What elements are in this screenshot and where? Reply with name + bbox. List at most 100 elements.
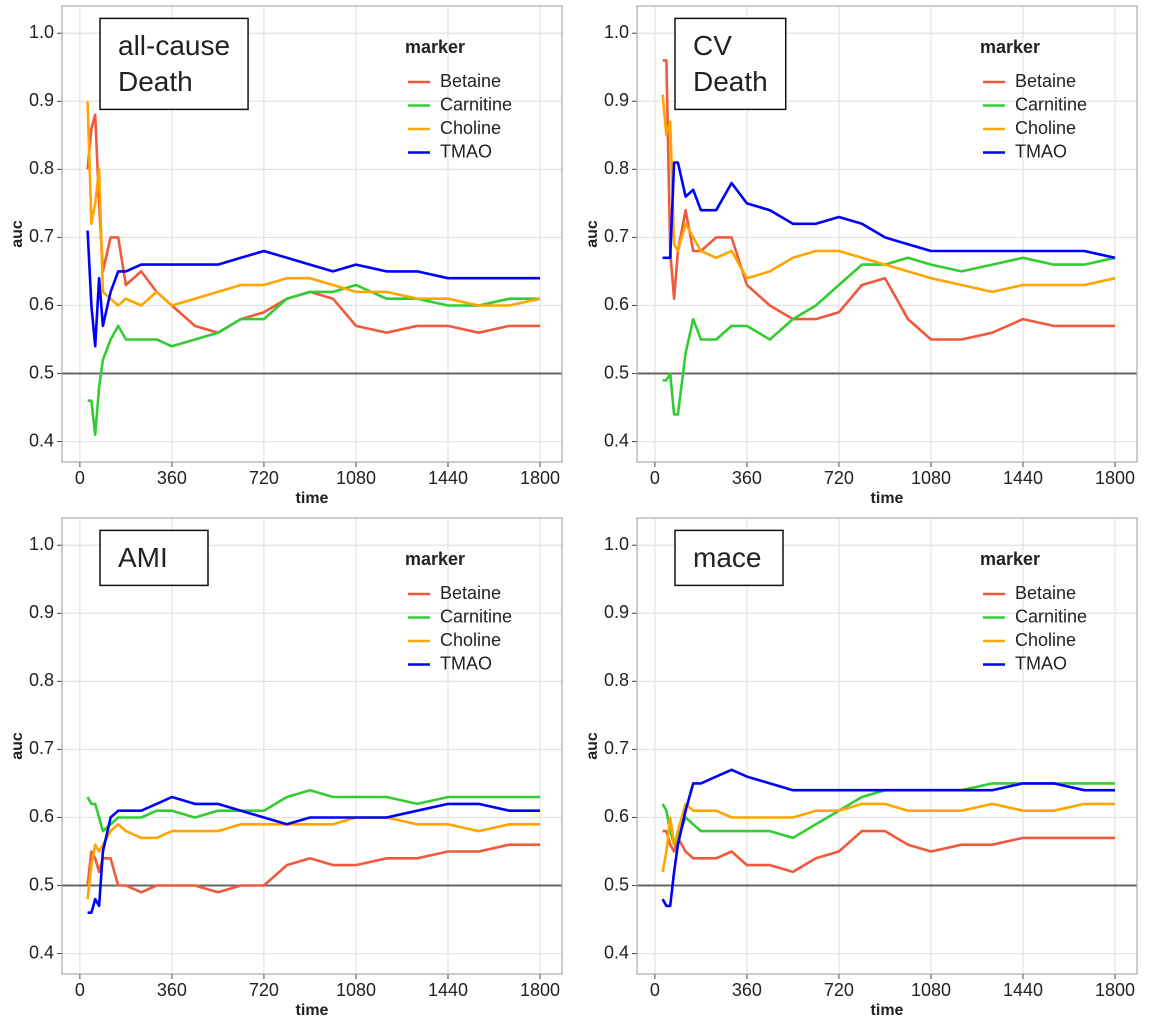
plot-border xyxy=(61,5,563,463)
legend-label: TMAO xyxy=(440,141,492,161)
y-tick-label: 0.9 xyxy=(29,602,54,622)
x-tick-label: 1080 xyxy=(336,980,376,1000)
y-tick-label: 0.7 xyxy=(29,226,54,246)
y-tick-label: 0.4 xyxy=(604,942,629,962)
series-line xyxy=(661,802,1115,873)
y-tick-label: 0.7 xyxy=(604,738,629,758)
y-tick-label: 0.5 xyxy=(604,362,629,382)
series-line xyxy=(661,94,1116,294)
x-tick-label: 0 xyxy=(75,980,85,1000)
legend-label: Choline xyxy=(1015,118,1076,138)
y-axis-label: auc xyxy=(9,732,26,760)
y-tick-label: 1.0 xyxy=(29,22,54,42)
y-tick-label: 0.5 xyxy=(29,874,54,894)
x-tick-label: 1080 xyxy=(336,468,376,488)
legend-label: Choline xyxy=(1015,630,1076,650)
x-tick-label: 360 xyxy=(157,468,187,488)
legend-label: TMAO xyxy=(1015,141,1067,161)
series-line xyxy=(86,788,540,833)
annotation-box xyxy=(99,17,249,111)
y-tick-label: 0.4 xyxy=(29,430,54,450)
y-tick-label: 0.7 xyxy=(604,226,629,246)
y-tick-label: 0.9 xyxy=(604,602,629,622)
annotation: AMI xyxy=(118,542,168,573)
y-tick-label: 0.8 xyxy=(29,158,54,178)
x-axis-label: time xyxy=(871,1002,904,1019)
annotation-line: all-cause xyxy=(118,30,230,61)
legend-label: Betaine xyxy=(1015,583,1076,603)
annotation-line: AMI xyxy=(118,542,168,573)
plot-border xyxy=(61,517,563,975)
x-tick-label: 1440 xyxy=(428,980,468,1000)
x-tick-label: 1800 xyxy=(520,468,560,488)
annotation-box xyxy=(674,17,787,111)
x-tick-label: 360 xyxy=(157,980,187,1000)
legend-label: Choline xyxy=(440,630,501,650)
x-tick-label: 360 xyxy=(732,468,762,488)
y-axis-label: auc xyxy=(584,220,601,248)
x-tick-label: 1440 xyxy=(428,468,468,488)
panel: 0.4 0.5 0.6 0.7 0.8 0.9 1.0 0 360 720 1080 1440 1800… xyxy=(9,517,563,1019)
y-tick-label: 0.8 xyxy=(604,158,629,178)
legend-label: TMAO xyxy=(1015,653,1067,673)
series-line xyxy=(661,768,1115,908)
legend-title: marker xyxy=(405,549,465,569)
annotation-line: mace xyxy=(693,542,761,573)
x-tick-label: 1440 xyxy=(1003,468,1043,488)
x-tick-label: 360 xyxy=(732,980,762,1000)
legend-label: Betaine xyxy=(440,71,501,91)
series-line xyxy=(662,161,1116,260)
plot-background xyxy=(62,518,562,974)
x-tick-label: 720 xyxy=(824,468,854,488)
y-tick-label: 0.4 xyxy=(604,430,629,450)
x-axis-label: time xyxy=(296,490,329,507)
panel: 0.4 0.5 0.6 0.7 0.8 0.9 1.0 0 360 720 1080 1440 1800… xyxy=(9,5,563,507)
y-tick-label: 0.6 xyxy=(604,806,629,826)
series-line xyxy=(661,782,1115,846)
x-tick-label: 1800 xyxy=(520,980,560,1000)
y-axis-label: auc xyxy=(9,220,26,248)
panel: 0.4 0.5 0.6 0.7 0.8 0.9 1.0 0 360 720 1080 1440 1800… xyxy=(584,5,1138,507)
y-tick-label: 0.4 xyxy=(29,942,54,962)
plot-border xyxy=(636,5,1138,463)
annotation: all-cause Death xyxy=(118,30,230,97)
annotation-line: Death xyxy=(693,66,768,97)
y-tick-label: 0.8 xyxy=(604,670,629,690)
x-tick-label: 720 xyxy=(249,468,279,488)
y-tick-label: 0.5 xyxy=(29,362,54,382)
y-tick-label: 0.5 xyxy=(604,874,629,894)
y-tick-label: 0.7 xyxy=(29,738,54,758)
y-tick-label: 1.0 xyxy=(604,22,629,42)
plot-border xyxy=(636,517,1138,975)
annotation-box xyxy=(99,529,209,587)
legend-label: TMAO xyxy=(440,653,492,673)
x-tick-label: 0 xyxy=(75,468,85,488)
x-tick-label: 1080 xyxy=(911,468,951,488)
x-tick-label: 1440 xyxy=(1003,980,1043,1000)
legend-label: Carnitine xyxy=(440,94,512,114)
legend-label: Carnitine xyxy=(1015,606,1087,626)
legend-title: marker xyxy=(980,549,1040,569)
legend-label: Betaine xyxy=(1015,71,1076,91)
legend-title: marker xyxy=(980,37,1040,57)
x-tick-label: 720 xyxy=(824,980,854,1000)
annotation-line: CV xyxy=(693,30,732,61)
y-tick-label: 0.9 xyxy=(29,90,54,110)
x-axis-label: time xyxy=(871,490,904,507)
y-tick-label: 0.8 xyxy=(29,670,54,690)
annotation-box xyxy=(674,529,784,587)
series-line xyxy=(86,101,541,307)
panel: 0.4 0.5 0.6 0.7 0.8 0.9 1.0 0 360 720 1080 1440 1800… xyxy=(584,517,1138,1019)
x-tick-label: 1800 xyxy=(1095,468,1135,488)
y-tick-label: 0.6 xyxy=(29,806,54,826)
x-tick-label: 1080 xyxy=(911,980,951,1000)
x-tick-label: 720 xyxy=(249,980,279,1000)
legend-label: Choline xyxy=(440,118,501,138)
y-axis-label: auc xyxy=(584,732,601,760)
series-line xyxy=(86,816,540,900)
x-axis-label: time xyxy=(296,1002,329,1019)
y-tick-label: 1.0 xyxy=(29,534,54,554)
y-tick-label: 1.0 xyxy=(604,534,629,554)
